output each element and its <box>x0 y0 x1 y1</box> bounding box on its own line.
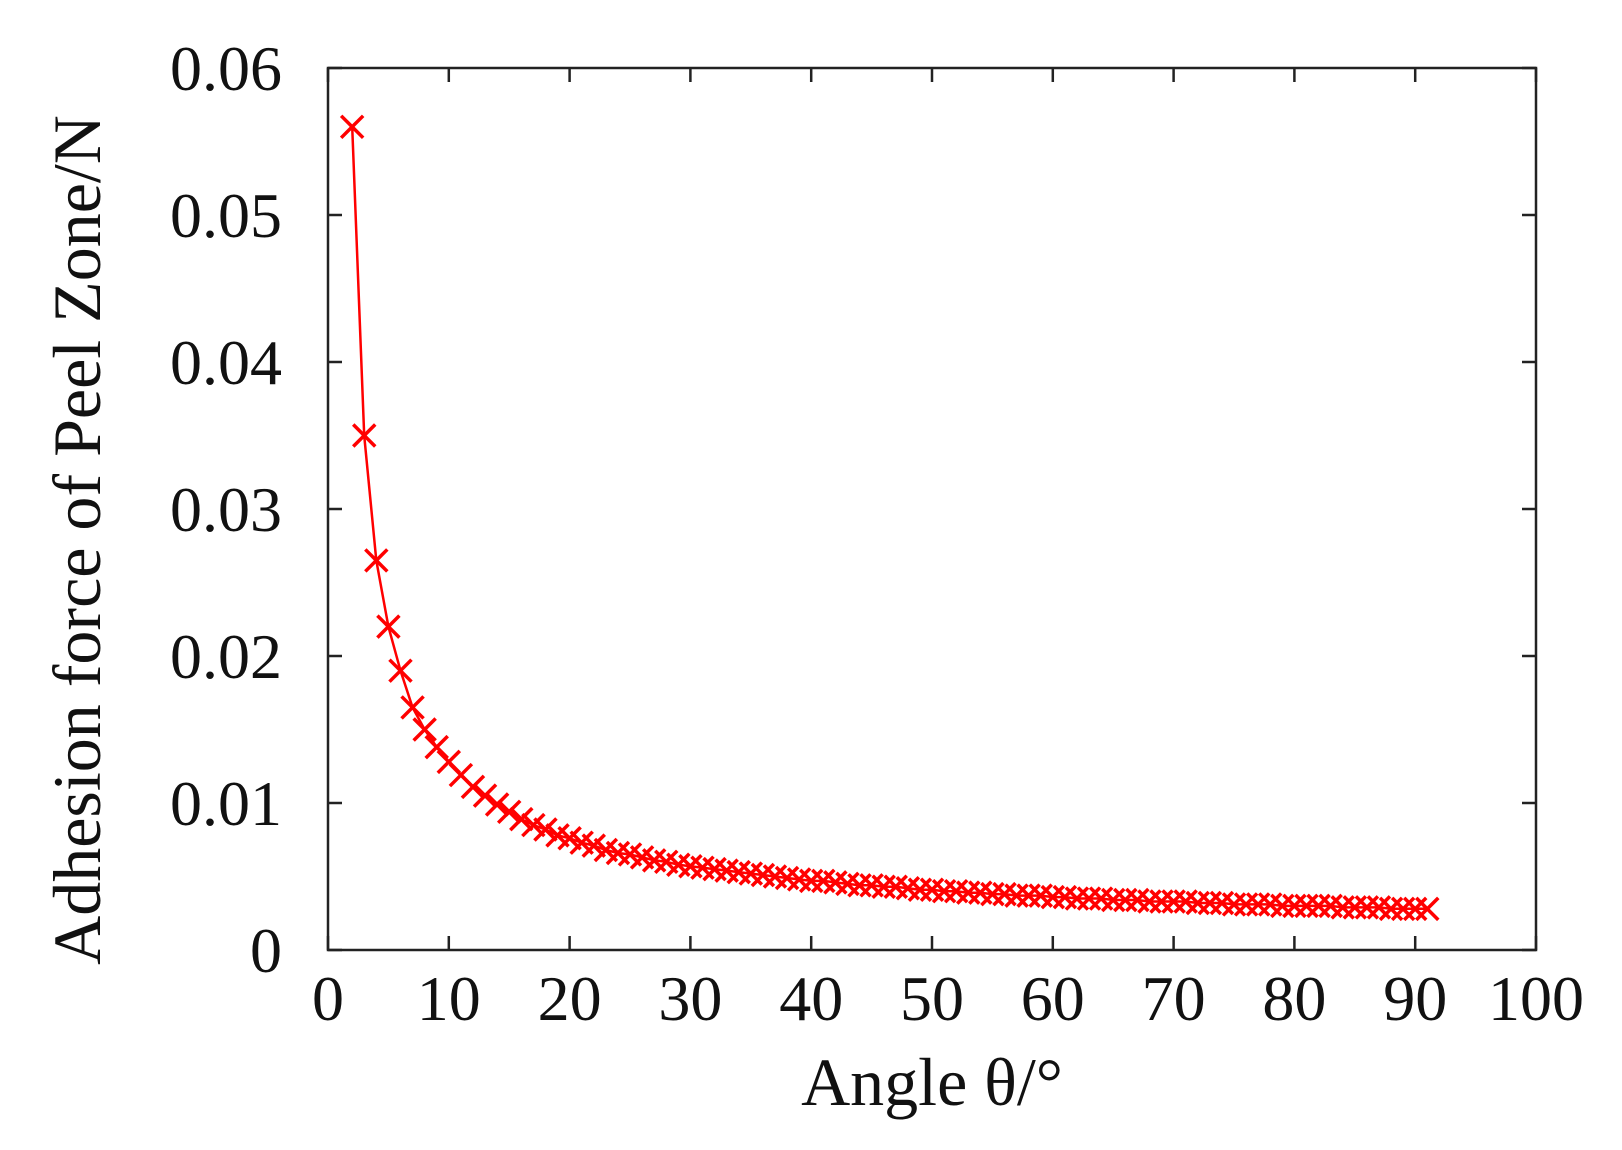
data-point <box>1245 892 1271 917</box>
series-markers <box>339 114 1440 922</box>
data-point <box>1306 893 1331 919</box>
y-tick-label: 0 <box>250 915 282 986</box>
data-point <box>1390 896 1416 922</box>
y-tick-label: 0.02 <box>170 621 282 692</box>
data-point <box>1040 884 1066 910</box>
y-tick-label: 0.05 <box>170 180 282 251</box>
data-point <box>1100 887 1126 913</box>
data-point <box>931 878 957 904</box>
data-point <box>388 658 413 683</box>
y-tick-label: 0.04 <box>170 327 282 398</box>
data-point <box>980 881 1005 907</box>
y-tick-label: 0.06 <box>170 33 282 104</box>
data-point <box>352 423 377 448</box>
data-point <box>1004 883 1029 908</box>
data-point <box>871 874 896 900</box>
data-point <box>956 880 981 905</box>
data-point <box>484 792 510 817</box>
data-point <box>1415 896 1440 922</box>
data-point <box>1294 893 1319 919</box>
series-line <box>350 126 1428 911</box>
data-point <box>1161 889 1186 914</box>
data-point <box>1064 886 1090 911</box>
x-tick-label: 20 <box>538 963 602 1034</box>
x-tick-label: 80 <box>1262 963 1326 1034</box>
tick-marks <box>326 66 1538 952</box>
x-tick-label: 40 <box>779 963 843 1034</box>
data-point <box>339 114 365 140</box>
data-point <box>1185 890 1210 916</box>
data-point <box>364 548 389 573</box>
data-point <box>1076 886 1102 911</box>
data-point <box>1402 896 1428 922</box>
data-point <box>1270 893 1295 919</box>
data-point <box>496 799 522 825</box>
x-tick-label: 0 <box>312 963 344 1034</box>
data-point <box>798 868 824 894</box>
x-tick-label: 10 <box>417 963 481 1034</box>
data-point <box>907 877 933 902</box>
data-point <box>376 614 401 639</box>
data-point <box>533 817 558 842</box>
data-point <box>1330 895 1355 920</box>
y-axis-label: Adhesion force of Peel Zone/N <box>39 115 115 965</box>
data-point <box>1016 883 1041 908</box>
data-point <box>424 734 449 760</box>
x-tick-label: 50 <box>900 963 964 1034</box>
y-tick-label: 0.03 <box>170 474 282 545</box>
x-tick-label: 100 <box>1488 963 1584 1034</box>
data-point <box>472 783 498 808</box>
data-point <box>1342 895 1368 920</box>
plot-frame <box>326 66 1538 952</box>
data-point <box>1378 896 1404 922</box>
x-tick-labels: 0 10 20 30 40 50 60 70 80 90 100 <box>312 963 1584 1034</box>
data-point <box>847 873 872 898</box>
data-point <box>1354 895 1380 920</box>
data-point <box>400 695 425 720</box>
x-axis-label: Angle θ/° <box>801 1044 1063 1120</box>
y-tick-label: 0.01 <box>170 768 282 839</box>
data-point <box>1282 893 1307 919</box>
x-tick-label: 30 <box>658 963 722 1034</box>
data-point <box>1233 892 1259 917</box>
data-point <box>1113 887 1138 913</box>
x-tick-label: 70 <box>1142 963 1206 1034</box>
data-point <box>460 774 486 800</box>
data-point <box>412 717 437 742</box>
y-tick-labels: 0 0.01 0.02 0.03 0.04 0.05 0.06 <box>170 33 282 986</box>
data-point <box>1221 892 1247 917</box>
data-point <box>1137 889 1162 914</box>
x-tick-label: 60 <box>1021 963 1085 1034</box>
data-point <box>509 806 534 832</box>
data-point <box>1197 890 1223 916</box>
x-tick-label: 90 <box>1383 963 1447 1034</box>
data-point <box>1149 889 1174 914</box>
